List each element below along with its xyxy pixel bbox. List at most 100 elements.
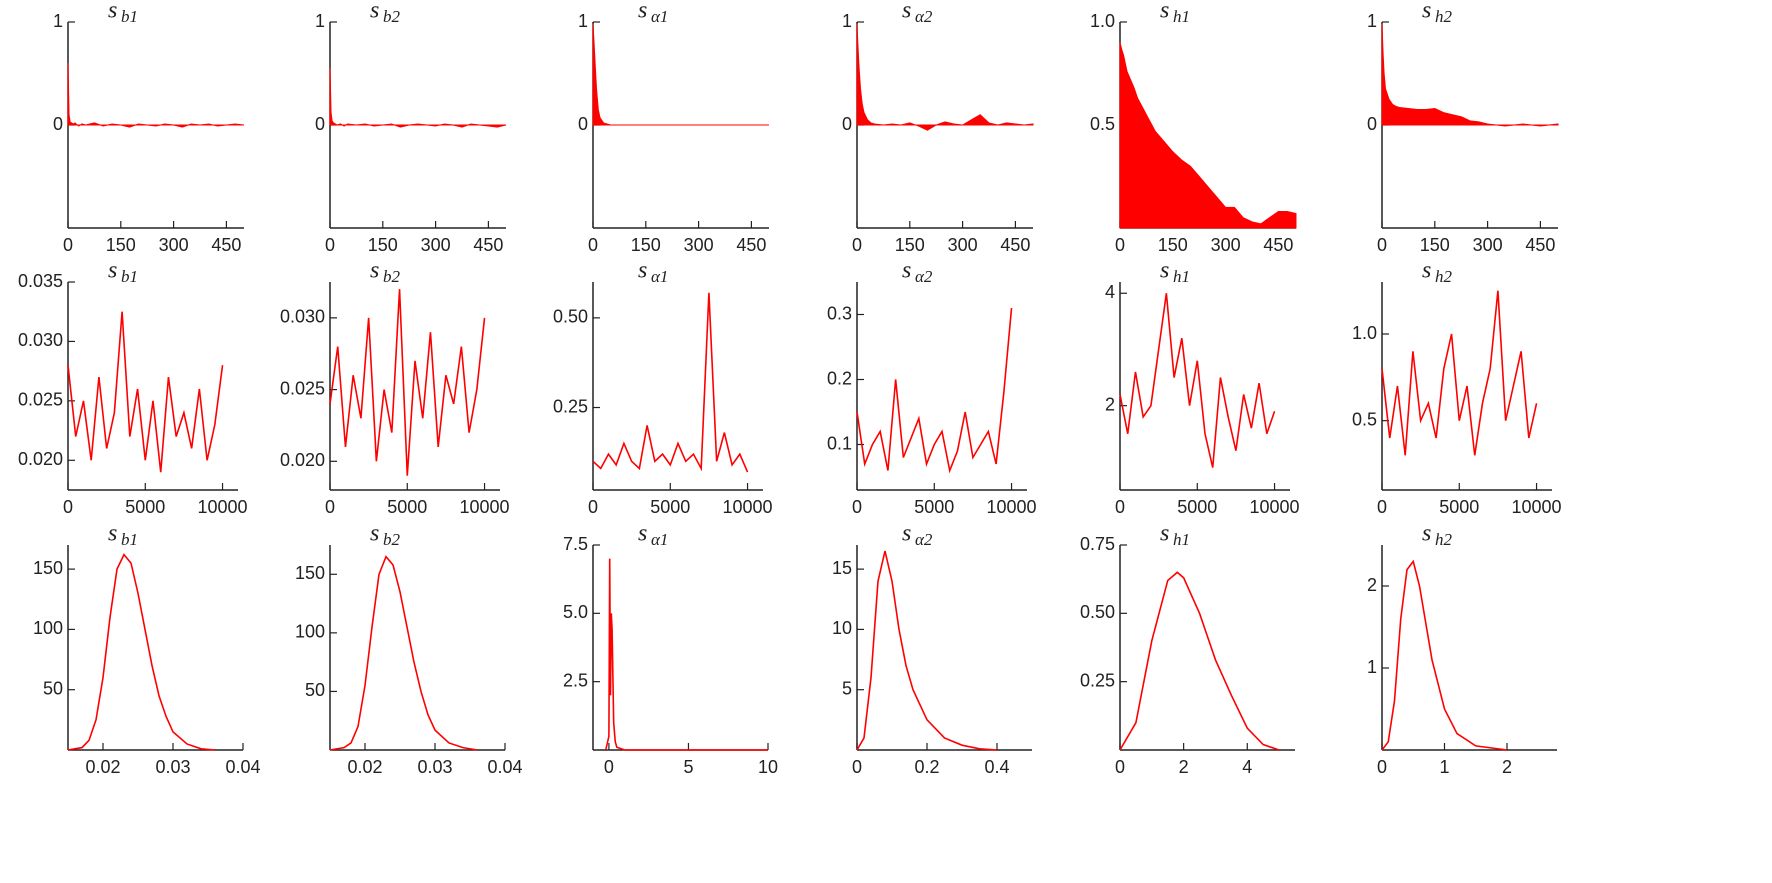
x-tick-label: 10000 — [1512, 497, 1562, 517]
x-tick-label: 300 — [1211, 235, 1241, 255]
panel-title: s — [1160, 521, 1169, 547]
y-tick-label: 0.50 — [1080, 602, 1115, 622]
series-line — [856, 307, 1013, 474]
y-tick-label: 50 — [305, 680, 325, 700]
panel-title-subscript: b2 — [383, 267, 401, 286]
panel-title: s — [638, 0, 647, 24]
panel-title: s — [902, 0, 911, 24]
panel-title: s — [370, 0, 379, 24]
x-tick-label: 0 — [852, 497, 862, 517]
series-line — [604, 558, 768, 751]
x-tick-label: 450 — [1263, 235, 1293, 255]
panel-title-subscript: α1 — [651, 267, 668, 286]
x-tick-label: 0 — [1115, 497, 1125, 517]
acf-area — [1119, 42, 1297, 229]
series-line — [329, 555, 478, 751]
panel-title: s — [638, 258, 647, 284]
panel-title-subscript: α2 — [915, 267, 933, 286]
y-tick-label: 150 — [295, 563, 325, 583]
series-line — [329, 289, 486, 476]
panel-title: s — [902, 521, 911, 547]
series-line — [67, 311, 224, 473]
x-tick-label: 150 — [895, 235, 925, 255]
y-tick-label: 2.5 — [563, 670, 588, 690]
panel-title: s — [108, 0, 117, 24]
y-tick-label: 100 — [295, 622, 325, 642]
x-tick-label: 10000 — [460, 497, 510, 517]
x-tick-label: 5000 — [1177, 497, 1217, 517]
y-tick-label: 0.5 — [1090, 114, 1115, 134]
panel-title: s — [108, 521, 117, 547]
panel-title-subscript: h1 — [1173, 7, 1190, 26]
y-tick-label: 4 — [1105, 282, 1115, 302]
panel-title-subscript: α1 — [651, 7, 668, 26]
y-tick-label: 0.50 — [553, 307, 588, 327]
x-tick-label: 5000 — [914, 497, 954, 517]
series-line — [1119, 571, 1280, 751]
panel-title: s — [1160, 0, 1169, 24]
x-tick-label: 0 — [1115, 757, 1125, 777]
y-tick-label: 0 — [842, 114, 852, 134]
x-tick-label: 450 — [473, 235, 503, 255]
y-tick-label: 0.035 — [18, 271, 63, 291]
panel-title: s — [638, 521, 647, 547]
y-tick-label: 0.025 — [18, 390, 63, 410]
x-tick-label: 1 — [1439, 757, 1449, 777]
acf-area — [1381, 24, 1559, 127]
x-tick-label: 150 — [368, 235, 398, 255]
x-tick-label: 300 — [159, 235, 189, 255]
x-tick-label: 0.02 — [347, 757, 382, 777]
y-tick-label: 0.025 — [280, 378, 325, 398]
acf-area — [592, 24, 769, 126]
x-tick-label: 0.4 — [984, 757, 1009, 777]
x-tick-label: 0.02 — [85, 757, 120, 777]
series-line — [856, 550, 998, 751]
y-tick-label: 5.0 — [563, 602, 588, 622]
x-tick-label: 0 — [325, 497, 335, 517]
x-tick-label: 10000 — [1250, 497, 1300, 517]
y-tick-label: 0 — [578, 114, 588, 134]
x-tick-label: 5000 — [125, 497, 165, 517]
panel-title-subscript: α1 — [651, 530, 668, 549]
x-tick-label: 450 — [736, 235, 766, 255]
y-tick-label: 0.25 — [553, 396, 588, 416]
panel-title: s — [370, 521, 379, 547]
x-tick-label: 5 — [683, 757, 693, 777]
y-tick-label: 0.020 — [280, 450, 325, 470]
x-tick-label: 0 — [852, 757, 862, 777]
y-tick-label: 7.5 — [563, 534, 588, 554]
panel-title: s — [108, 258, 117, 284]
series-line — [592, 292, 749, 473]
x-tick-label: 150 — [1420, 235, 1450, 255]
series-line — [1381, 559, 1508, 751]
x-tick-label: 450 — [1000, 235, 1030, 255]
y-tick-label: 10 — [832, 618, 852, 638]
panel-title-subscript: h2 — [1435, 7, 1453, 26]
acf-area — [329, 68, 507, 128]
y-tick-label: 1 — [578, 11, 588, 31]
y-tick-label: 1.0 — [1352, 323, 1377, 343]
panel-title-subscript: α2 — [915, 7, 933, 26]
y-tick-label: 0 — [1367, 114, 1377, 134]
y-tick-label: 0.020 — [18, 449, 63, 469]
panel-title-subscript: h2 — [1435, 530, 1453, 549]
y-tick-label: 0.3 — [827, 303, 852, 323]
panel-title: s — [370, 258, 379, 284]
x-tick-label: 0 — [1377, 757, 1387, 777]
x-tick-label: 0.03 — [155, 757, 190, 777]
y-tick-label: 1 — [315, 11, 325, 31]
panel-title-subscript: b2 — [383, 530, 401, 549]
panel-title-subscript: b1 — [121, 7, 138, 26]
panel-title-subscript: h2 — [1435, 267, 1453, 286]
y-tick-label: 1 — [1367, 657, 1377, 677]
y-tick-label: 15 — [832, 558, 852, 578]
panel-title: s — [1422, 0, 1431, 24]
y-tick-label: 1 — [53, 11, 63, 31]
y-tick-label: 0.030 — [18, 330, 63, 350]
x-tick-label: 0 — [1377, 497, 1387, 517]
x-tick-label: 450 — [1525, 235, 1555, 255]
x-tick-label: 0.04 — [225, 757, 260, 777]
x-tick-label: 300 — [948, 235, 978, 255]
x-tick-label: 5000 — [650, 497, 690, 517]
